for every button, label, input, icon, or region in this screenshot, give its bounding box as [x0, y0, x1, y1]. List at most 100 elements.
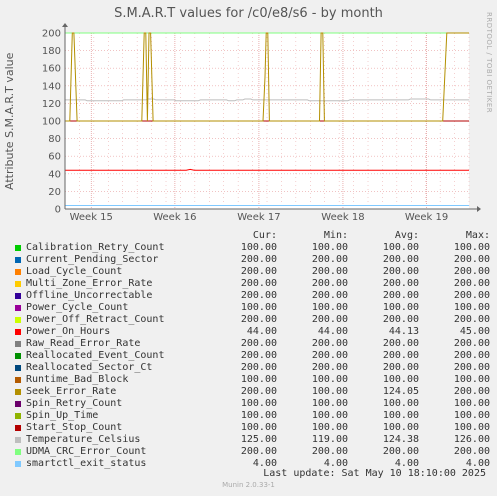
legend-cur-value: 125.00: [240, 434, 277, 445]
legend-series-name: UDMA_CRC_Error_Count: [26, 446, 147, 457]
series-line-power-on-hours: [65, 168, 469, 171]
legend-series-name: Seek_Error_Rate: [26, 386, 117, 397]
legend-row: Reallocated_Event_Count 200.00 200.00 200.0…: [12, 350, 490, 362]
legend-min-value: 100.00: [311, 398, 348, 409]
legend-avg-value: 200.00: [382, 290, 419, 301]
legend-row: Multi_Zone_Error_Rate 200.00 200.00 200.00 2…: [12, 278, 490, 290]
legend-min-value: 44.00: [317, 326, 348, 337]
legend-row: Seek_Error_Rate 200.00 100.00 124.05 200.00: [12, 386, 490, 398]
legend-header-cur: Cur:: [252, 230, 277, 241]
legend-row: Temperature_Celsius 125.00 119.00 124.38 126…: [12, 434, 490, 446]
legend-series-name: Reallocated_Event_Count: [26, 350, 165, 361]
y-tick-label: 140: [42, 81, 61, 92]
legend-max-value: 200.00: [453, 278, 490, 289]
legend-avg-value: 100.00: [382, 422, 419, 433]
legend-header-min: Min:: [323, 230, 348, 241]
legend-cur-value: 200.00: [240, 266, 277, 277]
legend-max-value: 100.00: [453, 242, 490, 253]
x-tick-label: Week 17: [237, 212, 280, 223]
legend-avg-value: 200.00: [382, 266, 419, 277]
legend-cur-value: 200.00: [240, 290, 277, 301]
legend-cur-value: 44.00: [246, 326, 277, 337]
legend-swatch: [15, 449, 21, 455]
legend-cur-value: 200.00: [240, 386, 277, 397]
y-tick-label: 60: [48, 152, 61, 163]
legend-row: Power_On_Hours 44.00 44.00 44.13 45.00: [12, 326, 490, 338]
x-tick-label: Week 15: [70, 212, 113, 223]
legend-swatch: [15, 353, 21, 359]
legend-cur-value: 200.00: [240, 350, 277, 361]
legend-min-value: 100.00: [311, 302, 348, 313]
x-tick-label: Week 19: [405, 212, 448, 223]
legend-max-value: 200.00: [453, 314, 490, 325]
legend-max-value: 100.00: [453, 398, 490, 409]
legend-swatch: [15, 305, 21, 311]
legend-series-name: Temperature_Celsius: [26, 434, 141, 445]
legend-avg-value: 200.00: [382, 278, 419, 289]
legend-cur-value: 100.00: [240, 398, 277, 409]
legend-row: Spin_Retry_Count 100.00 100.00 100.00 100.00: [12, 398, 490, 410]
legend-avg-value: 44.13: [388, 326, 419, 337]
y-tick-label: 100: [42, 117, 61, 128]
legend-series-name: Raw_Read_Error_Rate: [26, 338, 141, 349]
y-tick-label: 200: [42, 29, 61, 40]
legend-row: smartctl_exit_status 4.00 4.00 4.00 4.00: [12, 458, 490, 470]
legend-series-name: Start_Stop_Count: [26, 422, 123, 433]
legend-series-name: Multi_Zone_Error_Rate: [26, 278, 153, 289]
legend-series-name: Spin_Retry_Count: [26, 398, 123, 409]
legend-cur-value: 200.00: [240, 362, 277, 373]
legend-max-value: 100.00: [453, 410, 490, 421]
legend-row: Power_Cycle_Count 100.00 100.00 100.00 100.0…: [12, 302, 490, 314]
legend-avg-value: 124.05: [382, 386, 419, 397]
legend-max-value: 45.00: [459, 326, 490, 337]
legend-header-max: Max:: [465, 230, 490, 241]
legend-max-value: 200.00: [453, 386, 490, 397]
legend-min-value: 200.00: [311, 278, 348, 289]
legend-max-value: 4.00: [465, 458, 490, 469]
legend-cur-value: 100.00: [240, 410, 277, 421]
legend-row: Load_Cycle_Count 200.00 200.00 200.00 200.00: [12, 266, 490, 278]
legend-max-value: 200.00: [453, 290, 490, 301]
legend: Cur: Min: Avg: Max: Calibration_Retry_Co…: [12, 228, 490, 470]
legend-min-value: 100.00: [311, 422, 348, 433]
legend-cur-value: 200.00: [240, 314, 277, 325]
legend-min-value: 200.00: [311, 314, 348, 325]
legend-row: UDMA_CRC_Error_Count 200.00 200.00 200.00 20…: [12, 446, 490, 458]
legend-min-value: 100.00: [311, 386, 348, 397]
legend-max-value: 200.00: [453, 362, 490, 373]
legend-max-value: 100.00: [453, 302, 490, 313]
legend-max-value: 100.00: [453, 374, 490, 385]
legend-min-value: 119.00: [311, 434, 348, 445]
legend-max-value: 200.00: [453, 254, 490, 265]
legend-max-value: 200.00: [453, 350, 490, 361]
legend-row: Raw_Read_Error_Rate 200.00 200.00 200.00 200…: [12, 338, 490, 350]
legend-swatch: [15, 341, 21, 347]
legend-swatch: [15, 365, 21, 371]
legend-cur-value: 100.00: [240, 242, 277, 253]
legend-series-name: Calibration_Retry_Count: [26, 242, 165, 253]
legend-cur-value: 100.00: [240, 422, 277, 433]
legend-max-value: 100.00: [453, 422, 490, 433]
legend-max-value: 200.00: [453, 446, 490, 457]
legend-min-value: 200.00: [311, 266, 348, 277]
legend-series-name: Power_Off_Retract_Count: [26, 314, 165, 325]
legend-max-value: 126.00: [453, 434, 490, 445]
legend-swatch: [15, 461, 21, 467]
legend-swatch: [15, 377, 21, 383]
legend-swatch: [15, 281, 21, 287]
legend-series-name: Load_Cycle_Count: [26, 266, 123, 277]
legend-row: Spin_Up_Time 100.00 100.00 100.00 100.00: [12, 410, 490, 422]
y-tick-label: 120: [42, 99, 61, 110]
legend-cur-value: 200.00: [240, 446, 277, 457]
legend-cur-value: 4.00: [252, 458, 277, 469]
legend-min-value: 200.00: [311, 350, 348, 361]
legend-header: Cur: Min: Avg: Max:: [12, 230, 490, 242]
legend-swatch: [15, 329, 21, 335]
legend-avg-value: 200.00: [382, 446, 419, 457]
legend-min-value: 200.00: [311, 338, 348, 349]
last-update: Last update: Sat May 10 18:10:00 2025: [263, 468, 486, 479]
legend-series-name: Power_On_Hours: [26, 326, 111, 337]
legend-swatch: [15, 389, 21, 395]
legend-series-name: Power_Cycle_Count: [26, 302, 129, 313]
legend-row: Runtime_Bad_Block 100.00 100.00 100.00 100.0…: [12, 374, 490, 386]
